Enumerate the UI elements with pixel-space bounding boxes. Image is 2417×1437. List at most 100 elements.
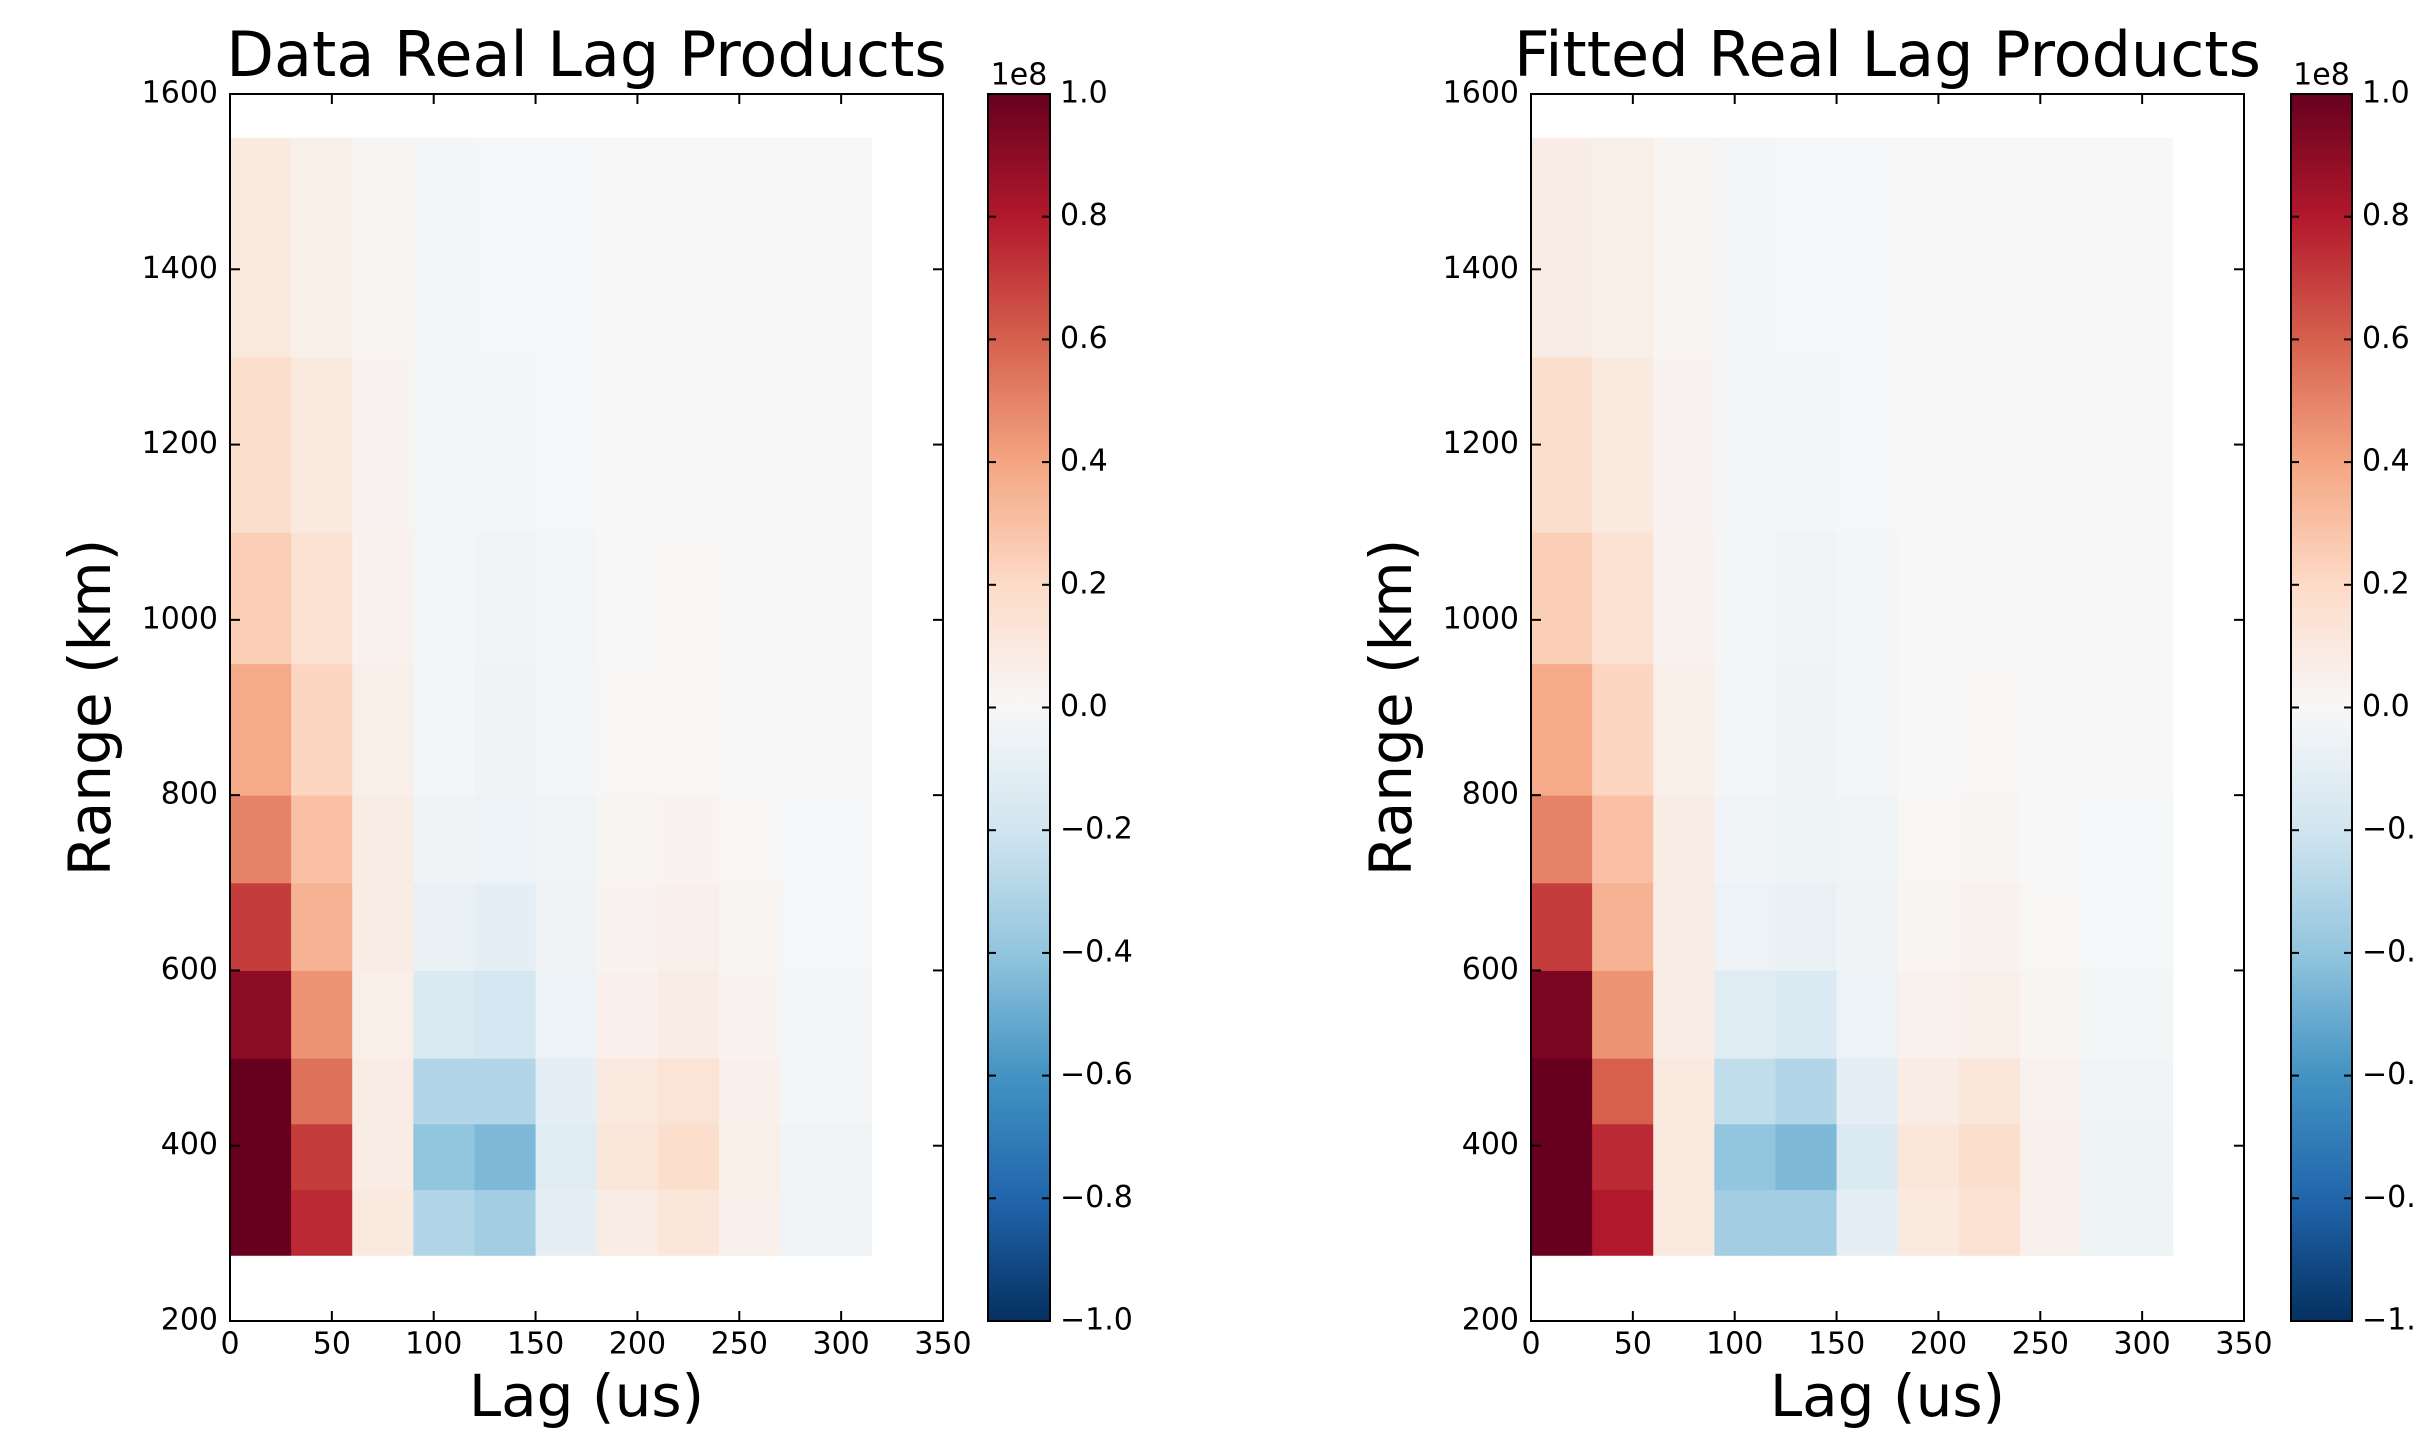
y-tick-label: 1400 (1443, 251, 1519, 286)
heatmap-cell (718, 882, 781, 971)
heatmap-cell (1592, 795, 1654, 884)
heatmap-cell (1958, 356, 2021, 533)
colorbar-tick-label: −0.8 (2362, 1180, 2417, 1215)
heatmap-cell (1775, 663, 1838, 796)
heatmap-cell (230, 532, 292, 665)
y-tick-label: 1200 (142, 426, 218, 461)
y-tick-label: 400 (161, 1127, 218, 1162)
heatmap-cell (1653, 1058, 1715, 1125)
heatmap-cell (1775, 532, 1838, 665)
heatmap-cell (1897, 1189, 1960, 1256)
heatmap-cell (657, 356, 720, 533)
heatmap-cell (230, 1123, 292, 1191)
heatmap-cell (780, 532, 873, 665)
heatmap-cell (413, 1123, 475, 1191)
heatmap-cell (291, 1189, 353, 1256)
axes-frame (229, 93, 944, 1322)
x-tick-label: 200 (609, 1327, 666, 1362)
y-axis-label: Range (km) (56, 539, 124, 877)
heatmap-cell (1836, 1058, 1899, 1125)
heatmap-cell (352, 532, 414, 665)
heatmap-cell (1897, 532, 1960, 665)
heatmap-cell (474, 882, 537, 971)
heatmap-cell (718, 1058, 781, 1125)
colorbar-tick-label: 0.4 (2362, 444, 2410, 479)
x-tick-label: 300 (813, 1327, 870, 1362)
heatmap-cell (718, 356, 781, 533)
heatmap-cell (413, 137, 475, 358)
heatmap-cell (1714, 663, 1776, 796)
heatmap-cell (291, 356, 353, 533)
heatmap-cell (657, 1123, 720, 1191)
heatmap-cell (291, 663, 353, 796)
heatmap-cell (1531, 1189, 1593, 1256)
heatmap-cell (1897, 1123, 1960, 1191)
heatmap-cell (474, 356, 537, 533)
heatmap-cell (657, 795, 720, 884)
heatmap-cell (1592, 1123, 1654, 1191)
heatmap-cell (1592, 663, 1654, 796)
heatmap-cell (1836, 1189, 1899, 1256)
heatmap-cell (657, 137, 720, 358)
heatmap-cell (474, 1123, 537, 1191)
heatmap-cell (1714, 795, 1776, 884)
heatmap-cell (413, 882, 475, 971)
heatmap-cell (352, 1189, 414, 1256)
x-tick-label: 100 (405, 1327, 462, 1362)
heatmap-cell (1531, 356, 1593, 533)
colorbar-tick-label: −0.4 (1060, 934, 1133, 969)
heatmap-cell (535, 532, 598, 665)
heatmap-cell (1592, 970, 1654, 1059)
heatmap-cell (1653, 1123, 1715, 1191)
y-tick-label: 800 (1462, 777, 1519, 812)
heatmap-cell (657, 663, 720, 796)
heatmap-cell (780, 1058, 873, 1125)
y-tick-label: 1600 (142, 76, 218, 111)
heatmap-cell (1775, 1058, 1838, 1125)
heatmap-cell (596, 356, 659, 533)
colorbar-tick-label: 1.0 (1060, 76, 1108, 111)
heatmap-cell (1714, 1123, 1776, 1191)
heatmap-cell (1714, 1058, 1776, 1125)
x-axis-label: Lag (us) (1770, 1362, 2005, 1430)
heatmap-cell (1775, 795, 1838, 884)
heatmap-cell (413, 1189, 475, 1256)
heatmap-cell (2019, 795, 2082, 884)
colorbar-tick-label: 0.2 (2362, 566, 2410, 601)
heatmap-cell (230, 663, 292, 796)
heatmap-cell (1958, 532, 2021, 665)
heatmap-cell (1958, 795, 2021, 884)
heatmap-cell (230, 970, 292, 1059)
heatmap-cell (1775, 137, 1838, 358)
heatmap-cell (1531, 1058, 1593, 1125)
heatmap-cell (780, 1123, 873, 1191)
heatmap-cell (1653, 970, 1715, 1059)
axes-frame (1530, 93, 2245, 1322)
heatmap-cell (1653, 532, 1715, 665)
x-tick-label: 50 (313, 1327, 351, 1362)
heatmap-cell (596, 1058, 659, 1125)
heatmap-cell (230, 137, 292, 358)
heatmap-cell (474, 1189, 537, 1256)
colorbar-tick-label: −0.2 (2362, 812, 2417, 847)
heatmap-cell (596, 1189, 659, 1256)
heatmap-cell (2081, 795, 2174, 884)
heatmap-cell (1714, 882, 1776, 971)
heatmap-cell (474, 1058, 537, 1125)
heatmap-cell (2019, 1123, 2082, 1191)
colorbar-tick-label: −0.6 (1060, 1057, 1133, 1092)
heatmap-cell (474, 970, 537, 1059)
heatmap-cell (474, 663, 537, 796)
heatmap-cell (291, 1058, 353, 1125)
heatmap-cell (352, 882, 414, 971)
colorbar-tick-label: −0.4 (2362, 934, 2417, 969)
heatmap-cell (1592, 882, 1654, 971)
heatmap-cell (1958, 137, 2021, 358)
colorbar-tick-label: 0.8 (1060, 198, 1108, 233)
heatmap-cell (352, 1123, 414, 1191)
heatmap-cell (230, 882, 292, 971)
heatmap-cell (657, 970, 720, 1059)
heatmap-cell (413, 795, 475, 884)
y-tick-label: 600 (161, 952, 218, 987)
